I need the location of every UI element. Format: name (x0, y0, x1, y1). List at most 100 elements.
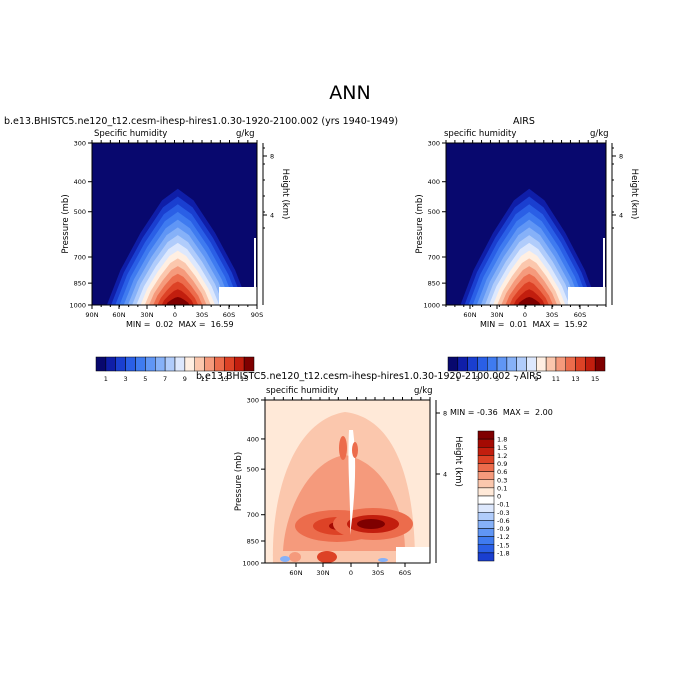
panel2-y-axis-label: Pressure (mb) (415, 194, 425, 253)
panel1-colorbar-box (174, 356, 186, 372)
panel2-variable-label: specific humidity (444, 129, 517, 139)
panel1-colorbar-label: 1 (104, 375, 108, 383)
panel3-height-axis-label: Height (km) (453, 436, 463, 487)
panel2-x-tick-label: 60S (574, 311, 586, 319)
panel3-bottom-spot-4 (378, 558, 388, 562)
panel3-colorbar-label: 0.3 (497, 476, 507, 484)
panel1-colorbar-box (115, 356, 126, 372)
panel3-colorbar-box (477, 438, 495, 448)
panel1-colorbar-label: 15 (240, 375, 248, 383)
panel2-colorbar-box (575, 356, 586, 372)
panel3-missing-data-patch (396, 547, 430, 563)
panel2-missing-data-patch (568, 287, 606, 305)
panel1-colorbar-box (145, 356, 156, 372)
panel2-colorbar-box (477, 356, 488, 372)
panel3-bottom-spot-2 (289, 552, 301, 562)
panel1-plot-group (88, 140, 267, 372)
panel3-colorbar-box (477, 479, 495, 489)
panel2-height-tick-label: 4 (619, 212, 623, 220)
panel3-colorbar-box (477, 552, 495, 562)
panel1-colorbar-box (204, 356, 215, 372)
panel2-colorbar-box (506, 356, 517, 372)
panel1-colorbar-box (105, 356, 116, 372)
panel2-colorbar-label: 5 (495, 375, 499, 383)
panel3-bottom-spot-3 (280, 556, 290, 562)
panel1-colorbar-label: 13 (220, 375, 228, 383)
panel3-x-tick-label: 0 (349, 569, 353, 577)
panel2-y-tick-label: 400 (428, 178, 440, 186)
panel2-minmax: MIN = 0.01 MAX = 15.92 (480, 320, 588, 329)
panel2-colorbar-box (496, 356, 508, 372)
panel3-units: g/kg (414, 386, 433, 396)
panel2-colorbar-box (545, 356, 557, 372)
panel2-colorbar-box (565, 356, 576, 372)
panel2-colorbar-box (526, 356, 537, 372)
panel3-height-tick-label: 8 (443, 410, 447, 418)
panel1-y-tick-label: 850 (74, 280, 86, 288)
panel1-minmax: MIN = 0.02 MAX = 16.59 (126, 320, 234, 329)
panel1-height-tick-label: 4 (270, 212, 274, 220)
panel3-colorbar-box (477, 503, 495, 513)
panel1-colorbar-label: 11 (200, 375, 208, 383)
panel3-colorbar-label: -1.5 (497, 541, 510, 549)
panel2-title: AIRS (513, 116, 535, 127)
panel1-colorbar-box (155, 356, 166, 372)
panel2-units: g/kg (590, 129, 609, 139)
panel1-colorbar-box (214, 356, 225, 372)
panel3-colorbar-box (477, 487, 495, 497)
panel3-title: b.e13.BHISTC5.ne120_t12.cesm-ihesp-hires… (196, 371, 542, 382)
panel3-colorbar-label: 1.8 (497, 436, 507, 444)
panel3-y-tick-label: 400 (247, 435, 259, 443)
panel1-y-tick-label: 500 (74, 208, 86, 216)
panel1-colorbar-box (234, 356, 245, 372)
panel3-colorbar-box (477, 455, 495, 464)
panel1-y-tick-label: 1000 (69, 302, 86, 310)
panel1-x-tick-label: 0 (173, 311, 177, 319)
panel3-minmax: MIN = -0.36 MAX = 2.00 (450, 408, 553, 417)
panel2-colorbar-label: 11 (552, 375, 560, 383)
panel2-colorbar-box (536, 356, 547, 372)
panel1-colorbar-label: 3 (124, 375, 128, 383)
panel2-x-tick-label: 60N (463, 311, 476, 319)
panel2-colorbar-box (594, 356, 606, 372)
panel2-colorbar-label: 3 (475, 375, 479, 383)
panel1-contours (92, 143, 257, 305)
panel3-colorbar-label: 0.9 (497, 460, 507, 468)
panel3-colorbar-box (477, 544, 495, 554)
panel3-bottom-spot-1 (317, 551, 337, 563)
panel3-colorbar-label: -0.6 (497, 517, 510, 525)
panel1-colorbar-box (184, 356, 195, 372)
panel2-y-tick-label: 850 (428, 280, 440, 288)
panel2-colorbar-label: 7 (515, 375, 519, 383)
panel3-upper-spot-2 (352, 442, 358, 458)
panel2-colorbar-box (555, 356, 566, 372)
panel1-x-tick-label: 60S (223, 311, 235, 319)
panel2-colorbar-box (487, 356, 498, 372)
panel1-variable-label: Specific humidity (94, 129, 168, 139)
panel2-contours (446, 143, 606, 305)
panel1-colorbar-box (194, 356, 205, 372)
panel2-colorbar-box (467, 356, 478, 372)
panel1-y-tick-label: 400 (74, 178, 86, 186)
panel2-contour-level-15 (517, 297, 541, 305)
panel3-colorbar-label: 1.5 (497, 444, 507, 452)
panel3-x-tick-label: 30S (372, 569, 384, 577)
panel3-variable-label: specific humidity (266, 386, 339, 396)
panel3-colorbar-box (477, 463, 495, 472)
panel1-colorbar-box (164, 356, 176, 372)
panel1-colorbar-box (243, 356, 255, 372)
panel3-colorbar-label: 0.6 (497, 468, 507, 476)
panel3-y-tick-label: 500 (247, 466, 259, 474)
panel3-colorbar-box (477, 520, 495, 529)
panel3-y-axis-label: Pressure (mb) (234, 452, 244, 511)
panel2-height-axis-label: Height (km) (629, 169, 639, 220)
panel3-colorbar-box (477, 536, 495, 545)
panel3-contours (265, 400, 430, 563)
panel3-colorbar-box (477, 512, 495, 521)
panel1-colorbar-box (224, 356, 235, 372)
panel1-title: b.e13.BHISTC5.ne120_t12.cesm-ihesp-hires… (4, 116, 399, 127)
panel2-x-tick-label: 0 (523, 311, 527, 319)
panel2-x-tick-label: 30S (546, 311, 558, 319)
panel1-x-tick-label: 60N (112, 311, 125, 319)
